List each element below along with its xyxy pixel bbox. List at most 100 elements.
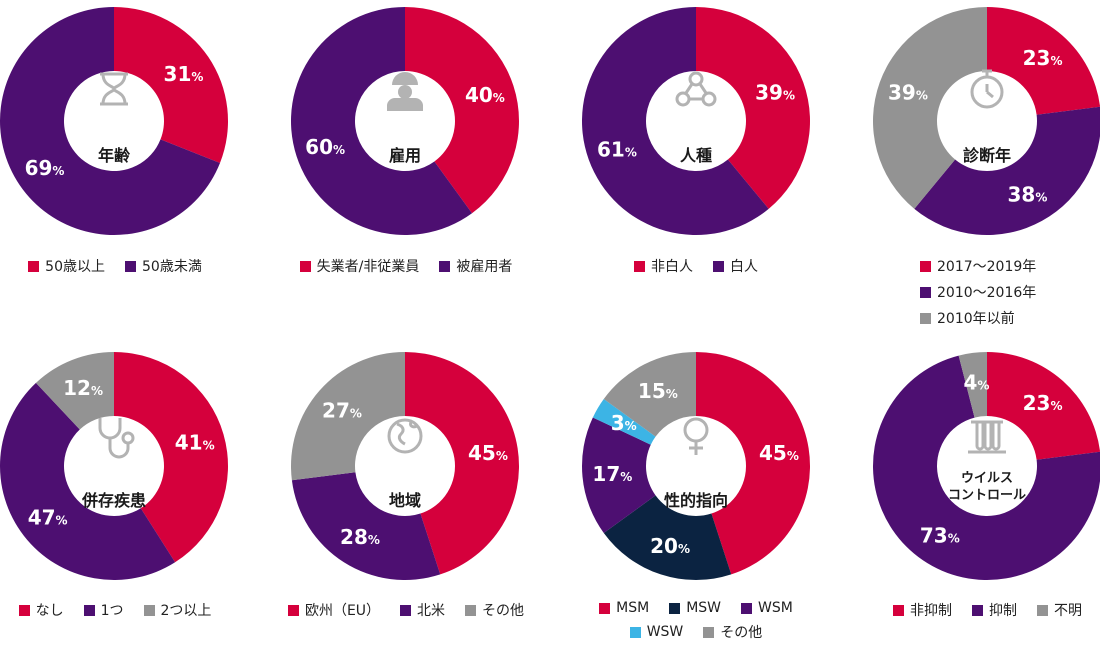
legend-item: 50歳未満 (125, 256, 202, 276)
legend-label: 被雇用者 (456, 259, 513, 275)
legend-label: WSW (646, 624, 684, 640)
legend-item: 非白人 (634, 256, 693, 276)
legend-item: 2つ以上 (143, 600, 212, 620)
legend-2: 失業者/非従業員 被雇用者 (270, 256, 542, 282)
donut-hole (356, 417, 454, 515)
legend-item: 不明 (1037, 600, 1082, 620)
slice-value-label: 61% (597, 137, 637, 161)
legend-5: なし 1つ 2つ以上 (0, 600, 230, 626)
chart-title: 診断年 (963, 146, 1011, 165)
slice-value-label: 38% (1008, 183, 1048, 207)
legend-swatch (1037, 604, 1048, 616)
legend-swatch (28, 260, 40, 272)
slice-value-label: 60% (305, 135, 345, 159)
donut-hole (647, 72, 745, 170)
legend-label: 非抑制 (910, 603, 952, 619)
slice-value-label: 47% (28, 505, 68, 529)
legend-swatch (920, 312, 931, 324)
legend-swatch (893, 604, 904, 616)
legend-label: 不明 (1054, 603, 1082, 619)
legend-8: 非抑制 抑制 不明 (860, 600, 1100, 626)
legend-7: MSM MSW WSM WSW その他 (560, 600, 832, 648)
legend-item: 抑制 (972, 600, 1017, 620)
slice-value-label: 31% (164, 62, 204, 86)
chart-title: 雇用 (389, 146, 421, 165)
legend-swatch (143, 604, 155, 616)
legend-item: 北米 (400, 600, 445, 620)
legend-item: WSM (741, 600, 793, 616)
slice-value-label: 3% (611, 411, 637, 435)
slice-value-label: 73% (920, 523, 960, 547)
legend-label: 2つ以上 (160, 603, 212, 619)
legend-item: 非抑制 (893, 600, 952, 620)
legend-label: 失業者/非従業員 (316, 259, 420, 275)
slice-その他 (603, 352, 696, 437)
slice-2017～2019年 (987, 7, 1100, 115)
legend-swatch (83, 604, 95, 616)
legend-swatch (703, 626, 715, 638)
legend-swatch (669, 602, 681, 614)
legend-label: 50歳以上 (45, 259, 105, 275)
slice-msm (696, 352, 810, 575)
slice-非白人 (696, 7, 810, 209)
slice-value-label: 20% (650, 534, 690, 558)
legend-swatch (972, 604, 983, 616)
slice-wsw (592, 398, 656, 445)
slice-2つ以上 (35, 352, 114, 430)
stethoscope-icon (98, 418, 135, 459)
legend-label: 1つ (100, 603, 124, 619)
slice-2010年以前 (873, 7, 987, 209)
legend-swatch (599, 602, 611, 614)
donut-chart-8: 23% 73% 4% ウイルスコントロール (872, 352, 1100, 580)
slice-value-label: 28% (340, 525, 380, 549)
slice-value-label: 23% (1023, 46, 1063, 70)
donut-chart-7: 45% 20% 17% 3%15% 性的指向 (582, 352, 810, 581)
stopwatch-icon (970, 69, 1004, 109)
legend-label: 非白人 (651, 259, 693, 275)
legend-item: WSW (629, 622, 684, 642)
legend-item: その他 (703, 622, 762, 642)
slice-50歳未満 (0, 7, 220, 235)
slice-2010～2016年 (914, 106, 1100, 235)
legend-item: MSW (669, 600, 721, 616)
legend-swatch (287, 604, 299, 616)
legend-4: 2017～2019年 2010～2016年 2010年以前 (920, 256, 1090, 334)
slice-value-label: 39% (888, 81, 928, 105)
slice-抑制 (872, 355, 1100, 580)
legend-label: WSM (758, 600, 793, 616)
slice-value-label: 23% (1023, 391, 1063, 415)
donut-chart-2: 40% 60% 雇用 (290, 7, 519, 235)
legend-swatch (125, 260, 136, 272)
legend-item: 50歳以上 (28, 256, 105, 276)
female-symbol-icon (683, 417, 709, 455)
legend-label: 白人 (730, 259, 758, 275)
slice-value-label: 39% (755, 81, 795, 105)
legend-swatch (299, 260, 311, 272)
slice-value-label: 69% (25, 156, 65, 180)
slice-不明 (958, 352, 987, 418)
slice-wsm (582, 417, 656, 534)
legend-item: なし (18, 600, 64, 620)
slice-value-label: 15% (638, 379, 678, 403)
legend-item: 被雇用者 (439, 256, 512, 276)
globe-icon (387, 418, 423, 454)
legend-item: 失業者/非従業員 (299, 256, 420, 276)
slice-value-label: 45% (759, 441, 799, 465)
legend-swatch (920, 286, 931, 298)
legend-item: 欧州（EU） (287, 600, 380, 620)
test-tubes-icon (968, 420, 1006, 454)
legend-6: 欧州（EU） 北米 その他 (270, 600, 542, 626)
legend-item: 2017～2019年 (920, 256, 1036, 276)
slice-なし (114, 352, 228, 563)
legend-label: 2010～2016年 (937, 285, 1037, 301)
legend-item: 1つ (83, 600, 124, 620)
slice-失業者/非従業員 (405, 7, 519, 214)
legend-item: MSM (599, 600, 649, 616)
legend-item: 2010～2016年 (920, 282, 1036, 302)
donut-hole (647, 417, 745, 515)
slice-value-label: 40% (465, 83, 505, 107)
slice-北米 (291, 472, 441, 581)
legend-label: 2010年以前 (937, 311, 1015, 327)
legend-swatch (439, 260, 451, 272)
